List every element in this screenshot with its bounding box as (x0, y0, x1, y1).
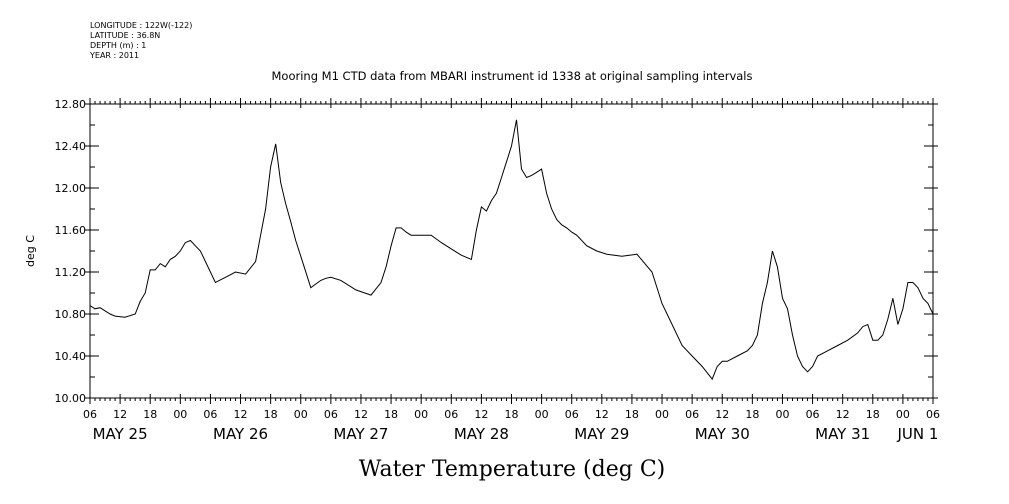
x-tick-label: 18 (745, 408, 759, 421)
year-label: YEAR : 2011 (90, 51, 140, 60)
x-tick-label: 18 (143, 408, 157, 421)
x-axis-label: Water Temperature (deg C) (359, 457, 666, 482)
y-axis-label: deg C (24, 235, 37, 267)
y-tick-label: 11.60 (55, 224, 87, 237)
day-label: MAY 25 (93, 425, 148, 443)
y-tick-label: 10.40 (55, 350, 87, 363)
day-label: MAY 30 (695, 425, 750, 443)
x-tick-label: 18 (384, 408, 398, 421)
x-tick-label: 06 (324, 408, 338, 421)
x-tick-label: 00 (655, 408, 669, 421)
day-label: MAY 27 (333, 425, 388, 443)
x-tick-label: 12 (595, 408, 609, 421)
longitude-label: LONGITUDE : 122W(-122) (90, 21, 193, 30)
plot-frame (89, 103, 934, 399)
x-tick-label: 00 (294, 408, 308, 421)
temperature-line (89, 119, 934, 381)
y-tick-label: 12.40 (55, 140, 87, 153)
x-tick-label: 06 (565, 408, 579, 421)
chart-title: Mooring M1 CTD data from MBARI instrumen… (272, 69, 753, 83)
x-tick-label: 18 (625, 408, 639, 421)
y-tick-label: 12.00 (55, 182, 87, 195)
x-tick-label: 18 (505, 408, 519, 421)
y-tick-label: 10.80 (55, 308, 87, 321)
y-tick-label: 10.00 (55, 392, 87, 405)
y-tick-label: 12.80 (55, 98, 87, 111)
metadata-block: LONGITUDE : 122W(-122) LATITUDE : 36.8N … (90, 21, 192, 61)
x-tick-label: 18 (264, 408, 278, 421)
x-tick-label: 00 (775, 408, 789, 421)
day-label: MAY 29 (574, 425, 629, 443)
x-tick-label: 12 (474, 408, 488, 421)
x-tick-label: 12 (354, 408, 368, 421)
x-tick-label: 18 (866, 408, 880, 421)
x-axis: 06 12 18 00 06 12 18 00 06 12 18 00 06 12 18 00 06 12 18 00… (83, 408, 940, 443)
y-tick-label: 11.20 (55, 266, 87, 279)
x-tick-label: 00 (414, 408, 428, 421)
day-label: JUN 1 (896, 425, 938, 443)
y-axis: 10.00 10.40 10.80 11.20 11.60 12.00 12.40 12.80 (55, 98, 87, 405)
x-tick-label: 06 (685, 408, 699, 421)
latitude-label: LATITUDE : 36.8N (90, 31, 161, 40)
x-tick-label: 12 (715, 408, 729, 421)
x-tick-label: 12 (113, 408, 127, 421)
x-tick-label: 06 (83, 408, 97, 421)
x-tick-label: 06 (806, 408, 820, 421)
x-tick-label: 12 (836, 408, 850, 421)
x-tick-label: 00 (896, 408, 910, 421)
x-tick-label: 06 (444, 408, 458, 421)
x-tick-label: 00 (535, 408, 549, 421)
x-tick-label: 12 (234, 408, 248, 421)
day-label: MAY 28 (454, 425, 509, 443)
depth-label: DEPTH (m) : 1 (90, 41, 147, 50)
x-tick-label: 06 (926, 408, 940, 421)
x-tick-label: 06 (203, 408, 217, 421)
tick-marks (85, 98, 938, 404)
day-label: MAY 31 (815, 425, 870, 443)
day-label: MAY 26 (213, 425, 268, 443)
x-tick-label: 00 (173, 408, 187, 421)
